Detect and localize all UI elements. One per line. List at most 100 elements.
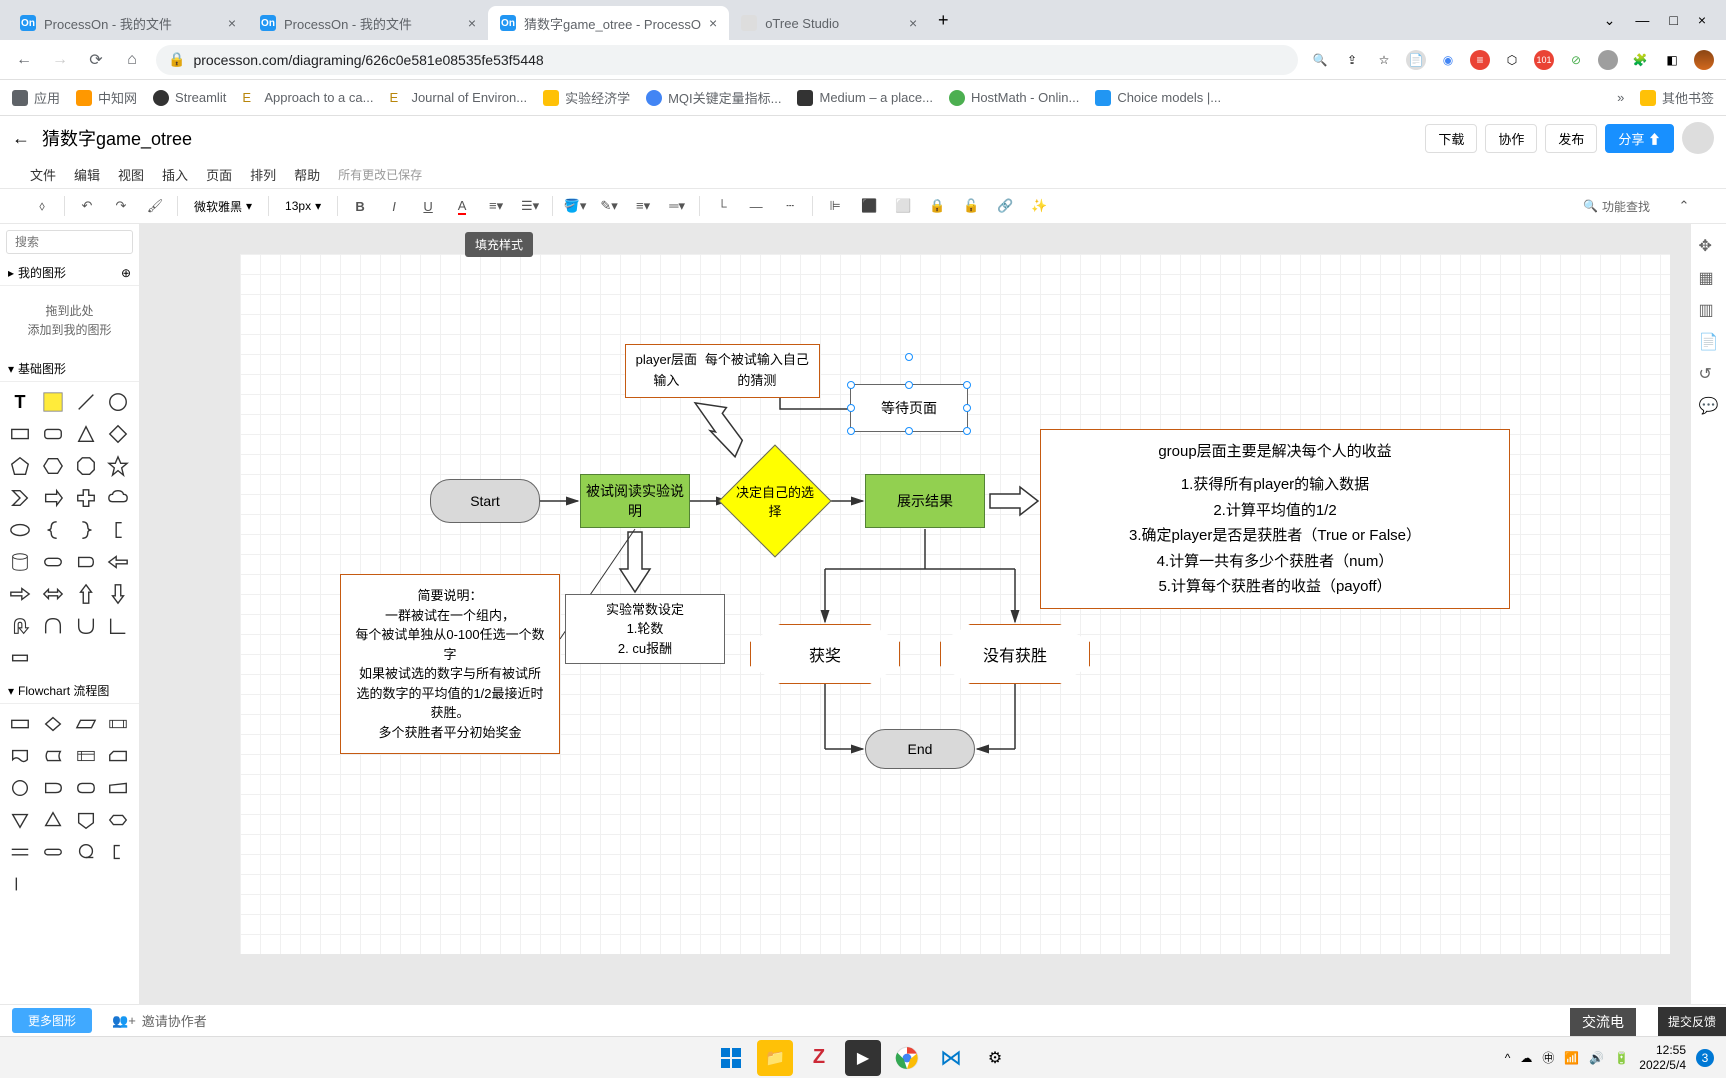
align-icon[interactable]: ≡▾ [484, 194, 508, 218]
sidebar-icon[interactable]: ◧ [1662, 50, 1682, 70]
node-player-input[interactable]: player层面输入 每个被试输入自己的猜测 [625, 344, 820, 398]
fc-card-shape[interactable] [104, 742, 132, 770]
zoom-icon[interactable]: 🔍 [1310, 50, 1330, 70]
cloud-shape[interactable] [104, 484, 132, 512]
cylinder-shape[interactable] [6, 548, 34, 576]
rect-shape[interactable] [6, 420, 34, 448]
fc-parallel-shape[interactable] [6, 838, 34, 866]
ext-6-icon[interactable]: ⊘ [1566, 50, 1586, 70]
canvas[interactable]: Start 被试阅读实验说明 决定自己的选择 展示结果 等待页面 [240, 254, 1670, 954]
menu-edit[interactable]: 编辑 [74, 165, 100, 184]
volume-icon[interactable]: 🔊 [1589, 1051, 1604, 1065]
close-icon[interactable]: × [228, 15, 236, 31]
drop-zone[interactable]: 拖到此处 添加到我的图形 [0, 286, 139, 356]
terminator-shape[interactable] [39, 548, 67, 576]
download-button[interactable]: 下载 [1425, 124, 1477, 153]
lock-icon[interactable]: 🔒 [925, 194, 949, 218]
ext-2-icon[interactable]: ◉ [1438, 50, 1458, 70]
line-width-icon[interactable]: ═▾ [665, 194, 689, 218]
fc-extract-shape[interactable] [39, 806, 67, 834]
feedback-button[interactable]: 提交反馈 [1658, 1007, 1726, 1036]
flowchart-section[interactable]: ▾ Flowchart 流程图 [0, 678, 139, 704]
diamond-shape[interactable] [104, 420, 132, 448]
page-icon[interactable]: 📄 [1699, 332, 1719, 352]
collab-button[interactable]: 协作 [1485, 124, 1537, 153]
fc-process-shape[interactable] [6, 710, 34, 738]
tab-4[interactable]: oTree Studio × [729, 6, 929, 40]
comment-icon[interactable]: 💬 [1699, 396, 1719, 416]
ext-4-icon[interactable]: ⬡ [1502, 50, 1522, 70]
menu-page[interactable]: 页面 [206, 165, 232, 184]
forward-icon[interactable]: → [48, 48, 72, 72]
text-shape[interactable]: T [6, 388, 34, 416]
star-shape[interactable] [104, 452, 132, 480]
bookmark-mqi[interactable]: MQI关键定量指标... [646, 88, 781, 107]
extensions-icon[interactable]: 🧩 [1630, 50, 1650, 70]
notifications-icon[interactable]: 3 [1696, 1049, 1714, 1067]
menu-arrange[interactable]: 排列 [250, 165, 276, 184]
align-left-icon[interactable]: ⊫ [823, 194, 847, 218]
back-icon[interactable]: ← [12, 48, 36, 72]
underline-icon[interactable]: U [416, 194, 440, 218]
line-style-icon[interactable]: ≡▾ [631, 194, 655, 218]
italic-icon[interactable]: I [382, 194, 406, 218]
bookmark-journal[interactable]: EJournal of Environ... [389, 90, 527, 106]
close-icon[interactable]: × [709, 15, 717, 31]
node-win[interactable]: 获奖 [750, 624, 900, 684]
fc-data-shape[interactable] [72, 710, 100, 738]
corner-shape[interactable] [104, 612, 132, 640]
fc-manual-shape[interactable] [104, 774, 132, 802]
bookmark-choice[interactable]: Choice models |... [1095, 90, 1221, 106]
format-painter-icon[interactable]: 🖌 [143, 194, 167, 218]
node-show-result[interactable]: 展示结果 [865, 474, 985, 528]
back-arrow-icon[interactable]: ← [12, 128, 30, 149]
ext-1-icon[interactable]: 📄 [1406, 50, 1426, 70]
menu-help[interactable]: 帮助 [294, 165, 320, 184]
hexagon-shape[interactable] [39, 452, 67, 480]
fc-stored-shape[interactable] [39, 742, 67, 770]
basic-shapes-section[interactable]: ▾ 基础图形 [0, 356, 139, 382]
node-group-info[interactable]: group层面主要是解决每个人的收益 1.获得所有player的输入数据 2.计… [1040, 429, 1510, 609]
fc-merge-shape[interactable] [6, 806, 34, 834]
rounded-rect-shape[interactable] [39, 420, 67, 448]
history-icon[interactable]: ↺ [1699, 364, 1719, 384]
document-title[interactable]: 猜数字game_otree [42, 125, 192, 151]
octagon-shape[interactable] [72, 452, 100, 480]
fc-offpage-shape[interactable] [72, 806, 100, 834]
bookmark-apps[interactable]: ⊞应用 [12, 88, 60, 107]
language-icon[interactable]: ㊥ [1542, 1049, 1554, 1066]
navigator-icon[interactable]: ✥ [1699, 236, 1719, 256]
text-color-icon[interactable]: A [450, 194, 474, 218]
minimize-icon[interactable]: — [1635, 12, 1649, 29]
clock[interactable]: 12:55 2022/5/4 [1639, 1043, 1686, 1072]
note-shape[interactable] [39, 388, 67, 416]
star-icon[interactable]: ☆ [1374, 50, 1394, 70]
battery-icon[interactable]: 🔋 [1614, 1051, 1629, 1065]
menu-file[interactable]: 文件 [30, 165, 56, 184]
user-avatar[interactable] [1682, 122, 1714, 154]
bold-icon[interactable]: B [348, 194, 372, 218]
send-back-icon[interactable]: ⬜ [891, 194, 915, 218]
chevron-down-icon[interactable]: ⌄ [1604, 12, 1616, 29]
fc-predefined-shape[interactable] [104, 710, 132, 738]
ext-3-icon[interactable]: ≡ [1470, 50, 1490, 70]
more-shapes-button[interactable]: 更多图形 [12, 1008, 92, 1033]
node-lose[interactable]: 没有获胜 [940, 624, 1090, 684]
fc-annotation-shape[interactable] [104, 838, 132, 866]
ext-7-icon[interactable] [1598, 50, 1618, 70]
line-shape[interactable] [72, 388, 100, 416]
line-color-icon[interactable]: ✎▾ [597, 194, 621, 218]
explorer-icon[interactable]: 📁 [757, 1040, 793, 1076]
fc-tape-shape[interactable] [72, 838, 100, 866]
add-icon[interactable]: ⊕ [121, 266, 131, 280]
bookmark-hostmath[interactable]: HostMath - Onlin... [949, 90, 1079, 106]
collapse-icon[interactable]: ⌃ [1672, 194, 1696, 218]
close-icon[interactable]: × [909, 15, 917, 31]
bring-front-icon[interactable]: ⬛ [857, 194, 881, 218]
bookmark-streamlit[interactable]: Streamlit [153, 90, 226, 106]
font-family-select[interactable]: 微软雅黑 ▾ [188, 196, 258, 217]
node-start[interactable]: Start [430, 479, 540, 523]
url-field[interactable]: 🔒 processon.com/diagraming/626c0e581e085… [156, 45, 1298, 75]
start-button[interactable] [713, 1040, 749, 1076]
list-icon[interactable]: ☰▾ [518, 194, 542, 218]
